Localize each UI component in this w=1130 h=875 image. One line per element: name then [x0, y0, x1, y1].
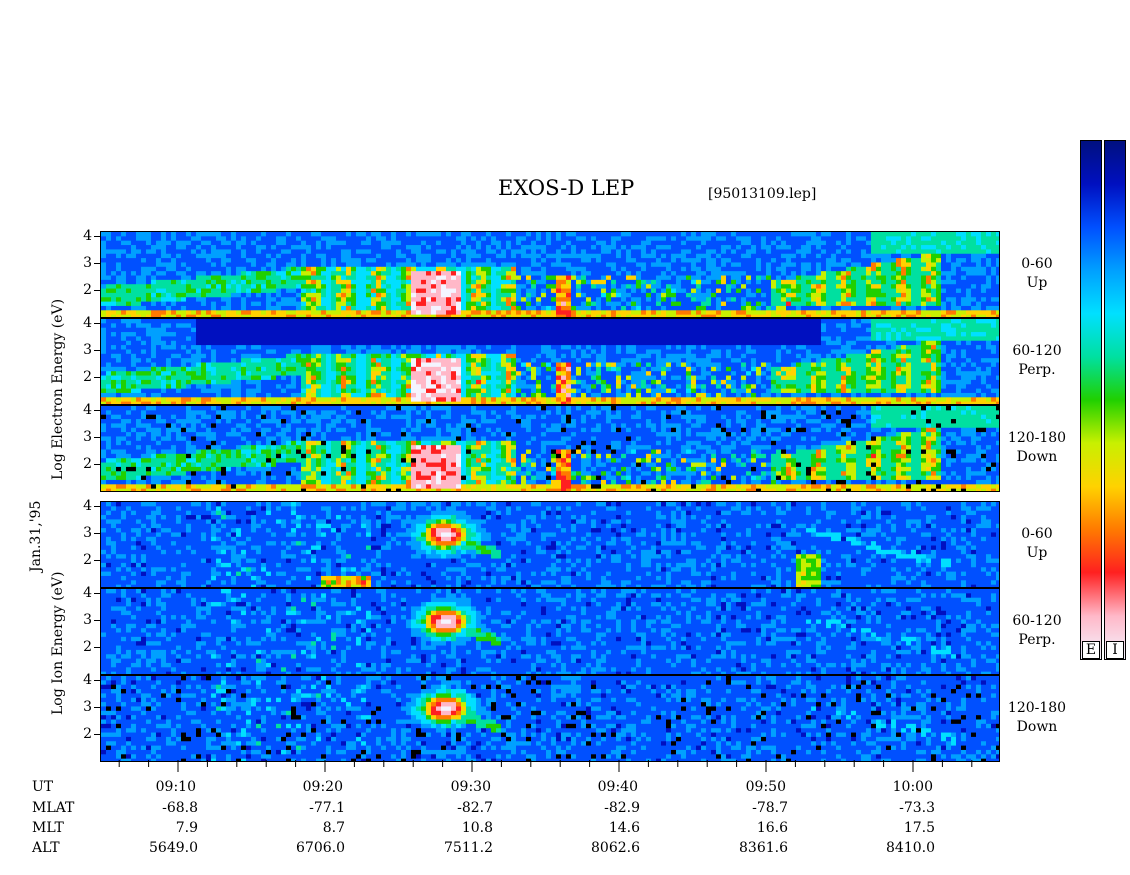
- pitch-direction: Down: [1005, 448, 1069, 467]
- colorbar-ion: [1104, 140, 1126, 660]
- ytick-mark: [94, 464, 100, 465]
- ion-panel-120-180: [100, 675, 1000, 762]
- ytick-mark: [94, 560, 100, 561]
- ion-ytick-60-120-3: 3: [72, 612, 92, 628]
- orbit-row-label-mlat: MLAT: [32, 800, 74, 816]
- pitch-angle-range: 0-60: [1005, 525, 1069, 544]
- ion-pitch-label-120-180: 120-180 Down: [1005, 699, 1069, 737]
- electron-pitch-label-120-180: 120-180 Down: [1005, 429, 1069, 467]
- electron-ytick-60-120-2: 2: [72, 369, 92, 385]
- ytick-mark: [94, 236, 100, 237]
- ion-ytick-0-60-3: 3: [72, 525, 92, 541]
- ytick-mark: [94, 377, 100, 378]
- orbit-cell-ut: 09:40: [558, 779, 638, 795]
- orbit-cell-ut: 09:50: [706, 779, 786, 795]
- ytick-mark: [94, 263, 100, 264]
- ytick-mark: [94, 707, 100, 708]
- ion-ytick-120-180-4: 4: [72, 672, 92, 688]
- pitch-angle-range: 120-180: [1005, 429, 1069, 448]
- electron-ytick-120-180-4: 4: [72, 402, 92, 418]
- electron-panel-60-120: [100, 318, 1000, 405]
- orbit-cell-alt: 5649.0: [118, 840, 198, 856]
- ytick-mark: [94, 734, 100, 735]
- orbit-cell-ut: 09:30: [411, 779, 491, 795]
- electron-energy-ylabel: Log Electron Energy (eV): [50, 299, 66, 480]
- pitch-angle-range: 60-120: [1005, 342, 1069, 361]
- pitch-direction: Perp.: [1005, 631, 1069, 650]
- electron-ytick-60-120-3: 3: [72, 342, 92, 358]
- ion-ytick-60-120-4: 4: [72, 585, 92, 601]
- ytick-mark: [94, 680, 100, 681]
- ytick-mark: [94, 647, 100, 648]
- orbit-cell-alt: 6706.0: [265, 840, 345, 856]
- pitch-direction: Up: [1005, 274, 1069, 293]
- orbit-row-label-mlt: MLT: [32, 820, 64, 836]
- orbit-cell-mlt: 17.5: [855, 820, 935, 836]
- electron-ytick-0-60-2: 2: [72, 282, 92, 298]
- orbit-cell-mlat: -82.7: [413, 800, 493, 816]
- orbit-row-label-alt: ALT: [32, 840, 60, 856]
- electron-panel-0-60: [100, 231, 1000, 318]
- ytick-mark: [94, 533, 100, 534]
- ion-ytick-0-60-2: 2: [72, 552, 92, 568]
- colorbar-electron: [1080, 140, 1102, 660]
- pitch-angle-range: 120-180: [1005, 699, 1069, 718]
- orbit-cell-mlt: 7.9: [118, 820, 198, 836]
- electron-ytick-0-60-3: 3: [72, 255, 92, 271]
- colorbar-ion-label: I: [1106, 641, 1124, 659]
- orbit-cell-mlat: -73.3: [855, 800, 935, 816]
- ytick-mark: [94, 437, 100, 438]
- ion-panel-60-120: [100, 588, 1000, 675]
- ion-pitch-label-0-60: 0-60 Up: [1005, 525, 1069, 563]
- pitch-direction: Down: [1005, 718, 1069, 737]
- orbit-cell-ut: 09:20: [263, 779, 343, 795]
- orbit-row-label-ut: UT: [32, 779, 53, 795]
- ion-ytick-0-60-4: 4: [72, 498, 92, 514]
- pitch-direction: Up: [1005, 544, 1069, 563]
- orbit-cell-ut: 10:00: [853, 779, 933, 795]
- ytick-mark: [94, 506, 100, 507]
- orbit-cell-mlt: 8.7: [265, 820, 345, 836]
- ion-panel-0-60: [100, 501, 1000, 588]
- orbit-cell-alt: 8062.6: [560, 840, 640, 856]
- orbit-cell-alt: 8361.6: [708, 840, 788, 856]
- ytick-mark: [94, 620, 100, 621]
- ion-ytick-120-180-3: 3: [72, 699, 92, 715]
- electron-ytick-60-120-4: 4: [72, 315, 92, 331]
- orbit-cell-mlat: -77.1: [265, 800, 345, 816]
- orbit-cell-mlat: -68.8: [118, 800, 198, 816]
- orbit-cell-mlat: -82.9: [560, 800, 640, 816]
- orbit-cell-mlat: -78.7: [708, 800, 788, 816]
- chart-title: EXOS-D LEP: [498, 176, 634, 200]
- ion-energy-ylabel: Log Ion Energy (eV): [50, 572, 66, 715]
- ion-ytick-60-120-2: 2: [72, 639, 92, 655]
- ytick-mark: [94, 290, 100, 291]
- file-tag: [95013109.lep]: [708, 186, 816, 202]
- electron-pitch-label-60-120: 60-120 Perp.: [1005, 342, 1069, 380]
- ytick-mark: [94, 350, 100, 351]
- time-axis: [118, 760, 973, 772]
- pitch-angle-range: 0-60: [1005, 255, 1069, 274]
- ytick-mark: [94, 593, 100, 594]
- pitch-direction: Perp.: [1005, 361, 1069, 380]
- electron-ytick-120-180-3: 3: [72, 429, 92, 445]
- electron-ytick-120-180-2: 2: [72, 456, 92, 472]
- ion-pitch-label-60-120: 60-120 Perp.: [1005, 612, 1069, 650]
- orbit-cell-alt: 7511.2: [413, 840, 493, 856]
- electron-ytick-0-60-4: 4: [72, 228, 92, 244]
- electron-panel-120-180: [100, 405, 1000, 492]
- colorbar-electron-label: E: [1082, 641, 1100, 659]
- orbit-cell-ut: 09:10: [116, 779, 196, 795]
- orbit-cell-alt: 8410.0: [855, 840, 935, 856]
- electron-pitch-label-0-60: 0-60 Up: [1005, 255, 1069, 293]
- orbit-cell-mlt: 16.6: [708, 820, 788, 836]
- ytick-mark: [94, 323, 100, 324]
- date-label: Jan.31,'95: [28, 501, 44, 572]
- ion-ytick-120-180-2: 2: [72, 726, 92, 742]
- orbit-cell-mlt: 14.6: [560, 820, 640, 836]
- ytick-mark: [94, 410, 100, 411]
- orbit-cell-mlt: 10.8: [413, 820, 493, 836]
- pitch-angle-range: 60-120: [1005, 612, 1069, 631]
